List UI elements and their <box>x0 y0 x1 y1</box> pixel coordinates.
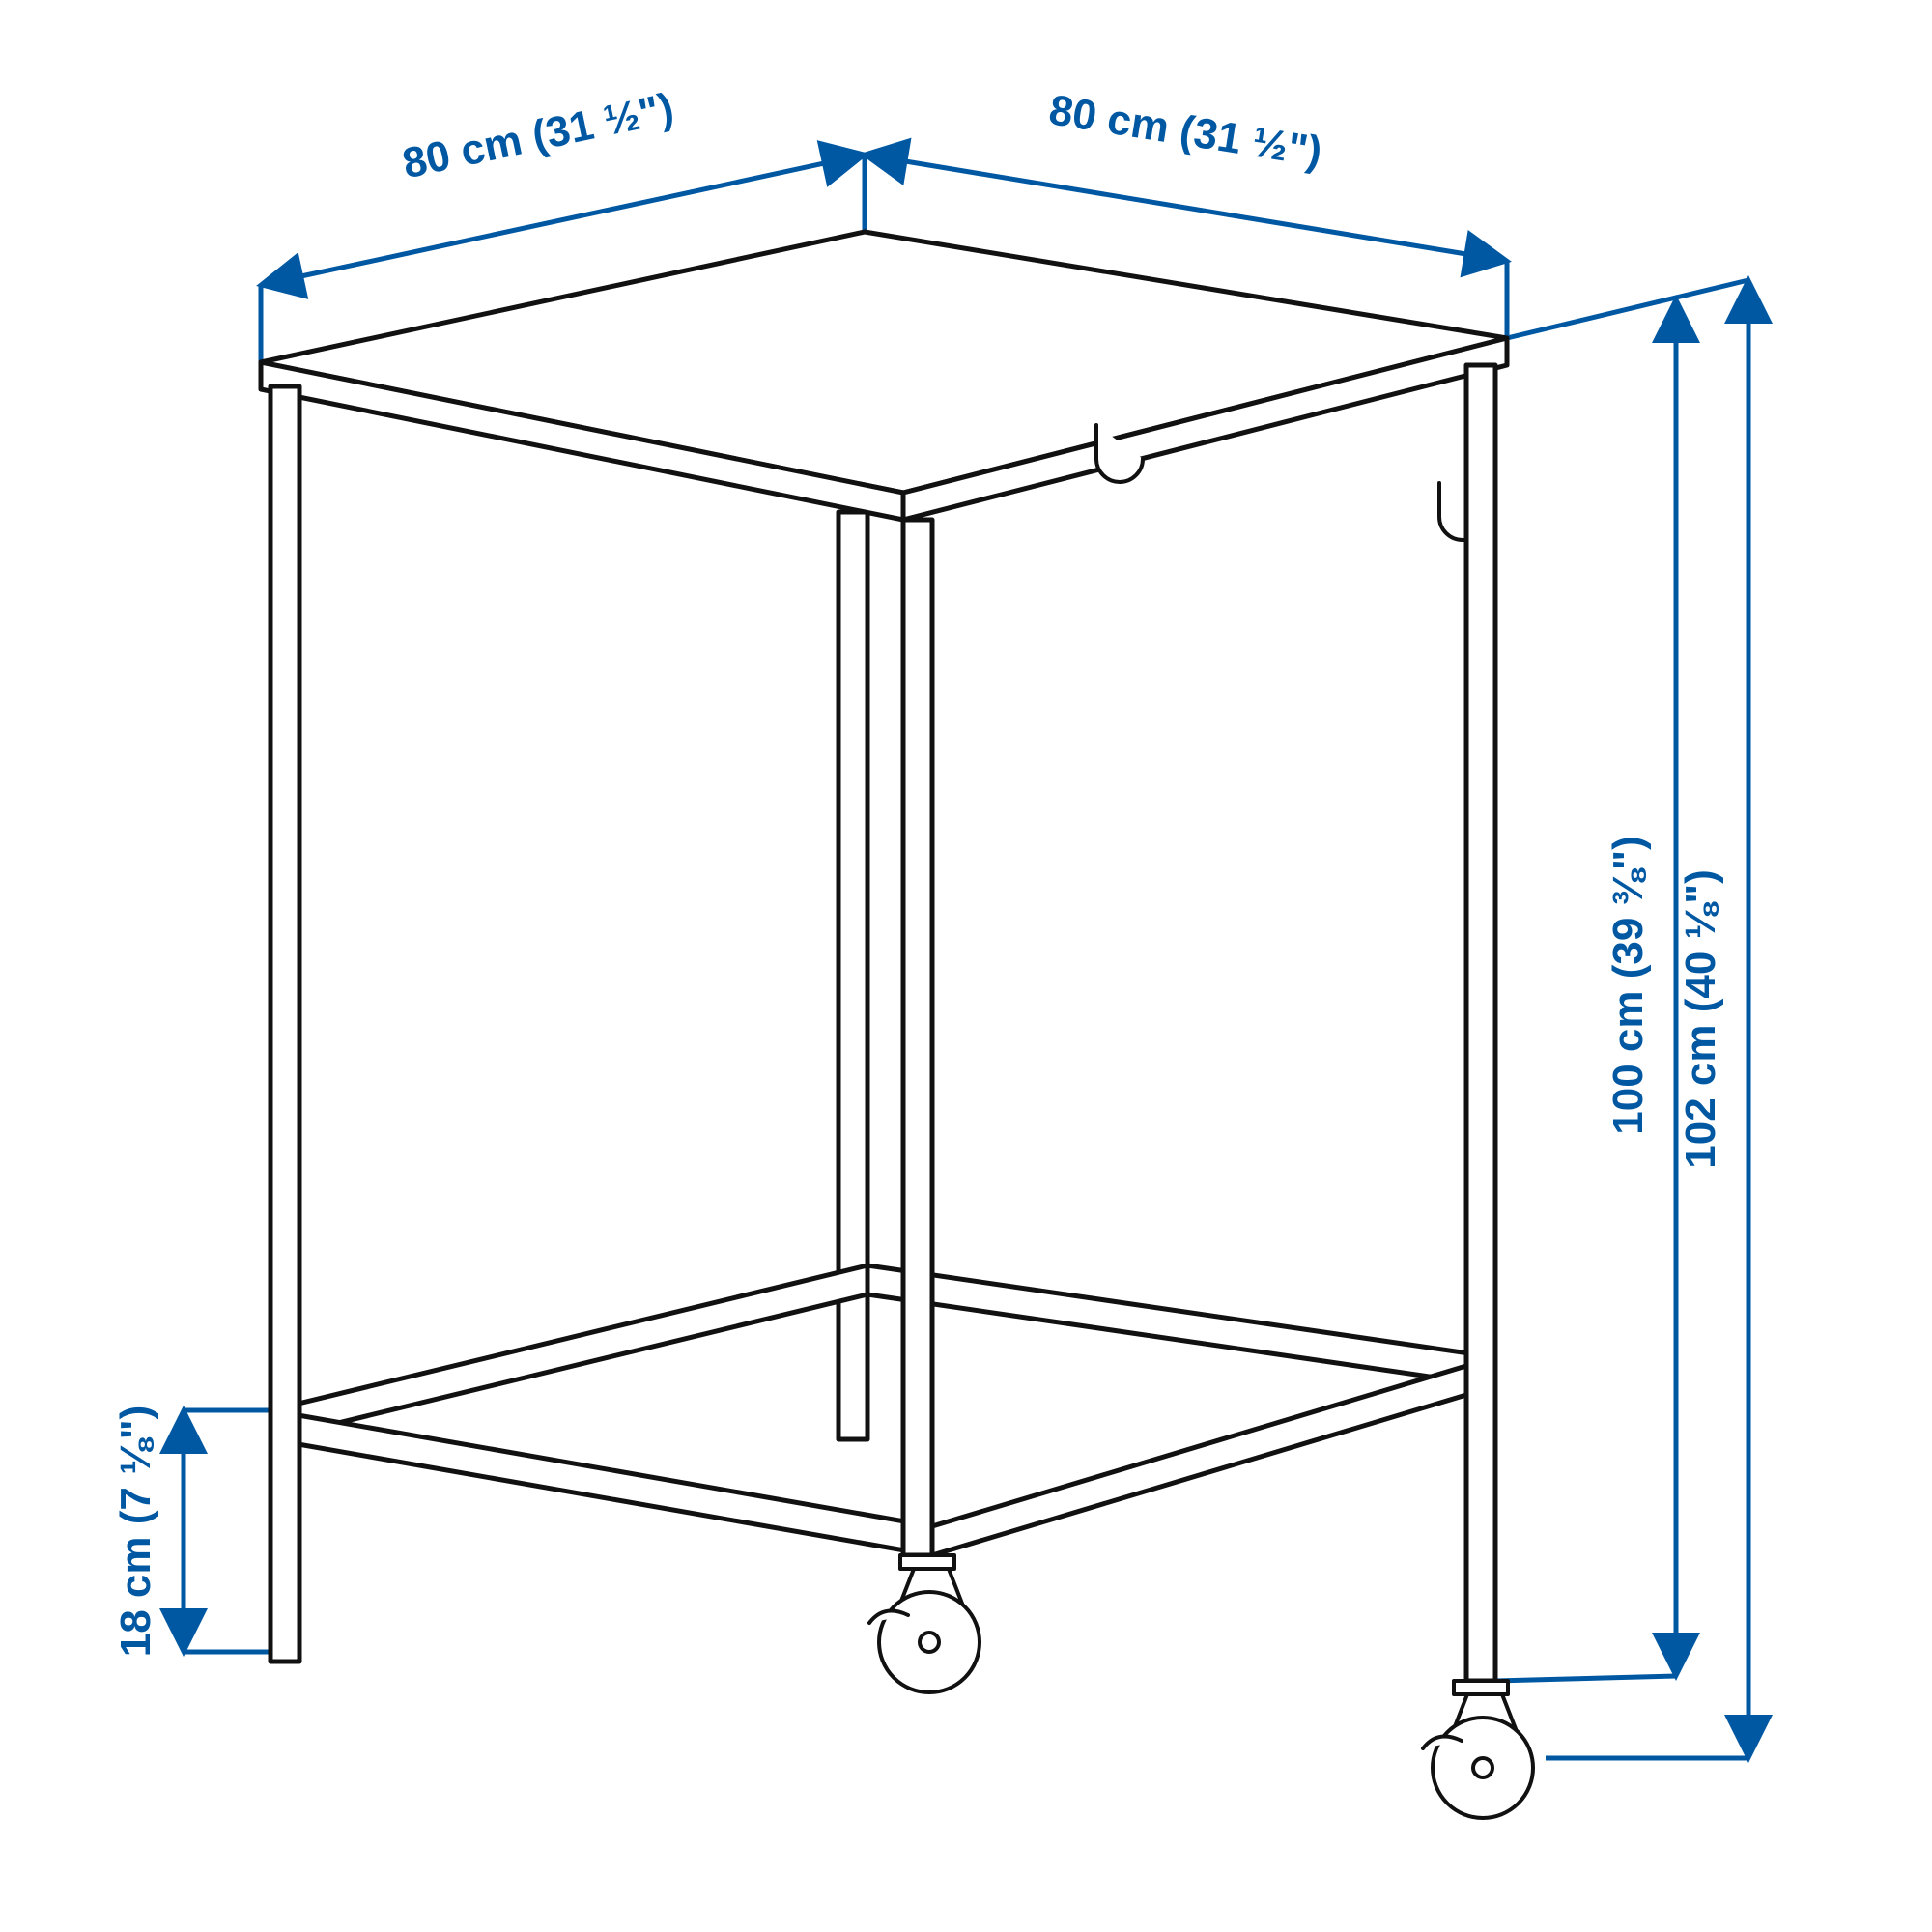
dimension-diagram: 80 cm (31 ½") 80 cm (31 ½") 100 cm (39 ⅜… <box>0 0 1932 1932</box>
leg-front-left <box>270 386 299 1662</box>
leg-front-right <box>1466 365 1495 1681</box>
table-top <box>261 232 1507 520</box>
leg-back-right <box>903 520 932 1555</box>
caster-icon <box>869 1555 980 1692</box>
dim-width-label: 80 cm (31 ½") <box>1046 86 1325 176</box>
dim-width-line <box>865 155 1507 261</box>
shelf-frame <box>270 1265 1495 1555</box>
dim-depth-label: 80 cm (31 ½") <box>398 84 677 187</box>
dim-height-outer-label: 102 cm (40 ⅛") <box>1677 869 1724 1168</box>
dim-height-inner-label: 100 cm (39 ⅜") <box>1605 836 1652 1134</box>
dim-shelf-clearance-label: 18 cm (7 ⅛") <box>112 1406 159 1658</box>
caster-icon <box>1423 1681 1533 1818</box>
trolley-drawing <box>261 232 1533 1818</box>
